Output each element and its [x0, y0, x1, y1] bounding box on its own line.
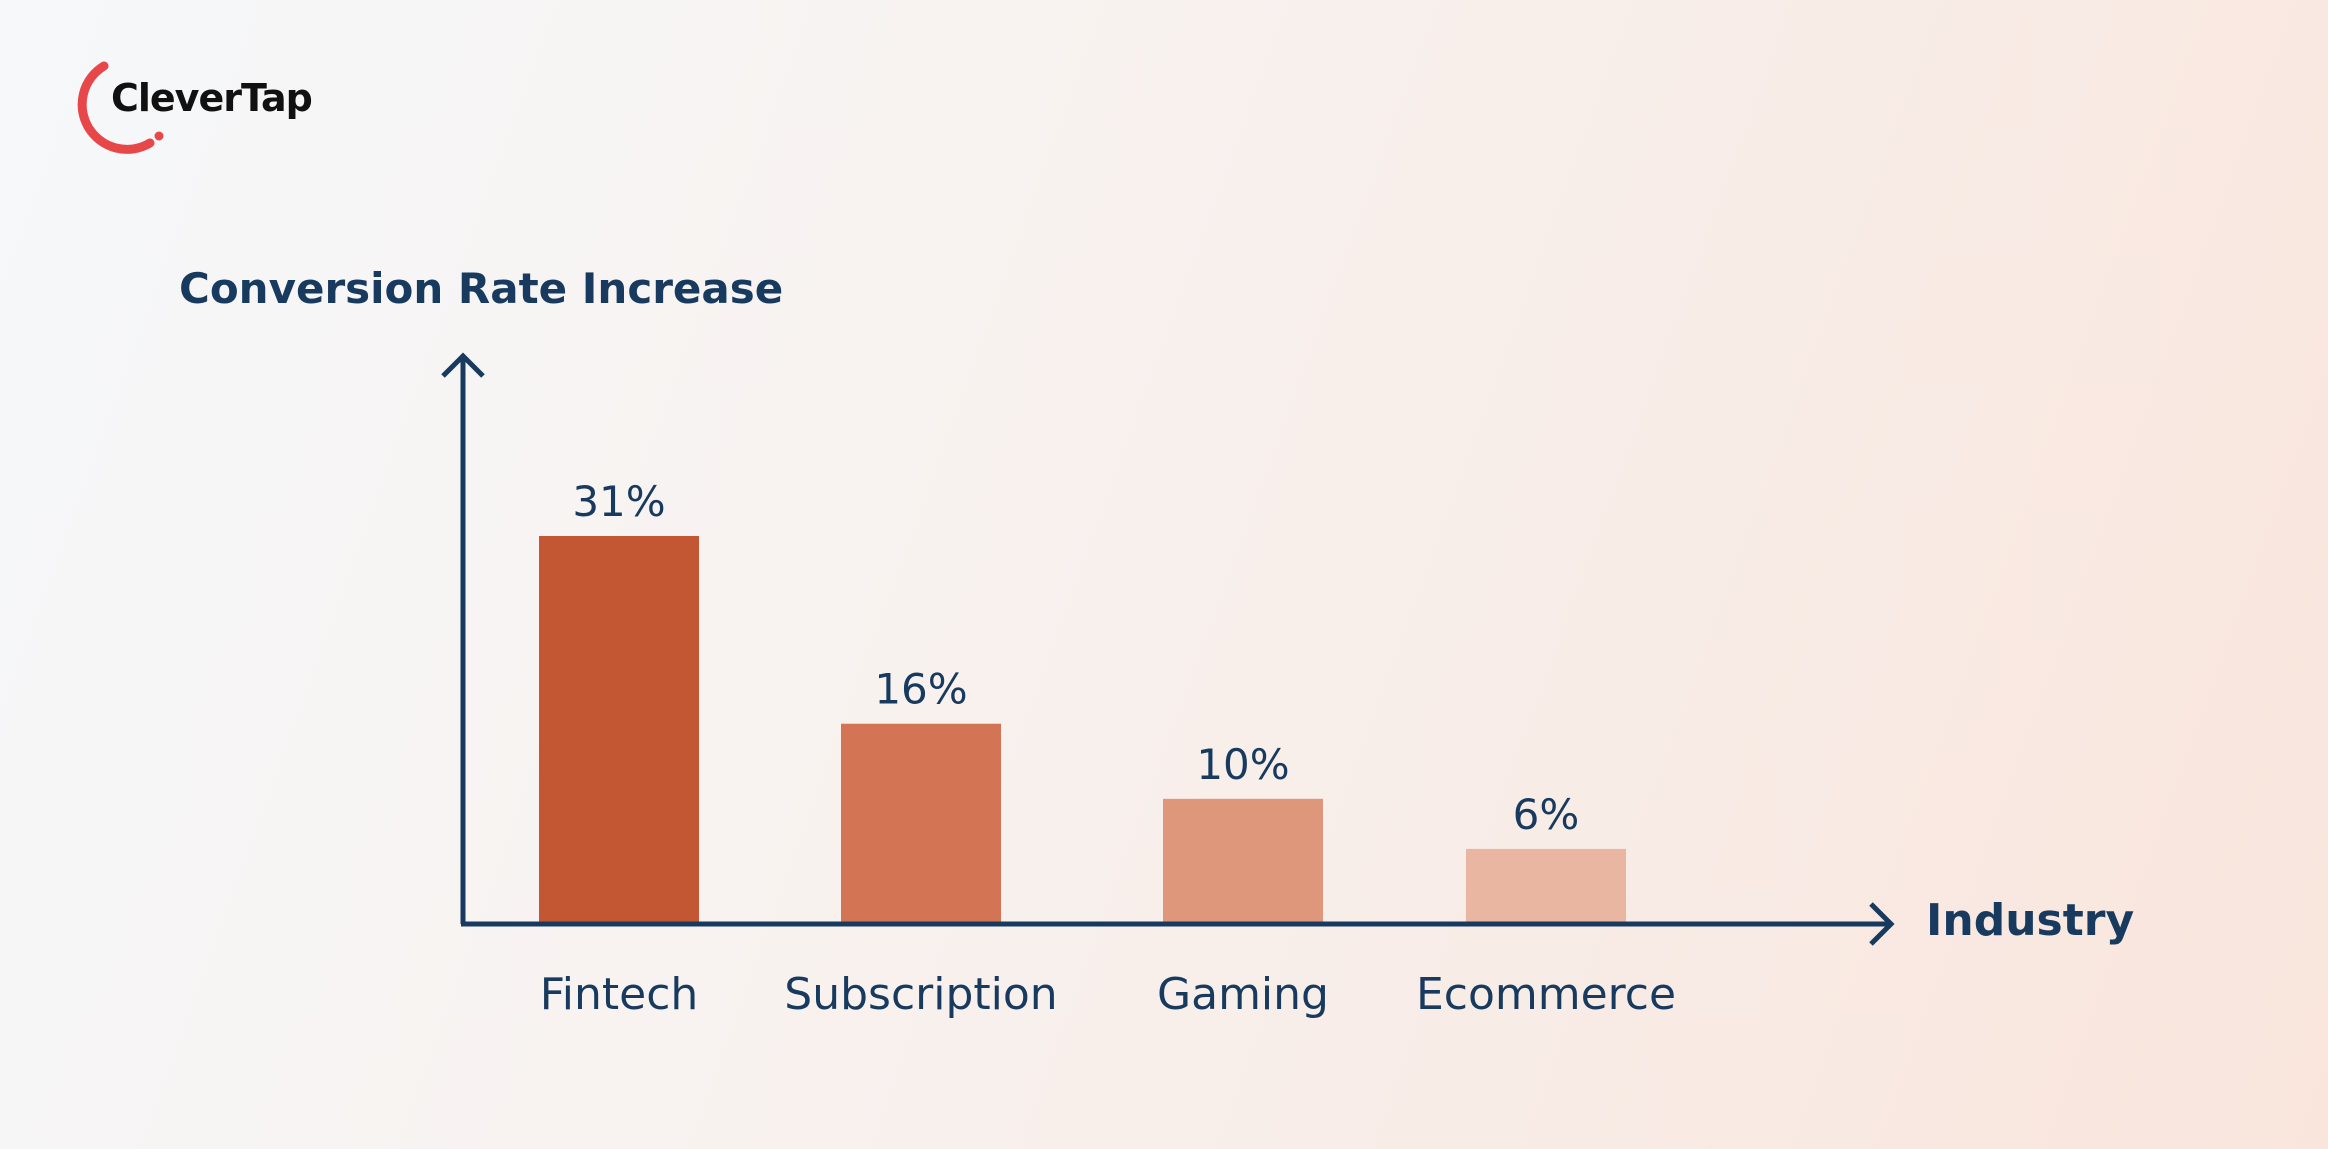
- clevertap-logo-icon: [77, 61, 164, 154]
- bars-group: [539, 536, 1626, 924]
- bar-ecommerce: [1466, 848, 1626, 924]
- logo-arc-icon: [77, 61, 155, 154]
- value-label-ecommerce: 6%: [1513, 790, 1580, 839]
- value-label-fintech: 31%: [572, 477, 665, 526]
- category-label-ecommerce: Ecommerce: [1416, 969, 1676, 1020]
- bar-fintech: [539, 536, 699, 924]
- x-axis: [461, 902, 1895, 946]
- y-axis: [441, 352, 485, 924]
- category-label-subscription: Subscription: [784, 969, 1057, 1020]
- x-axis-arrow-icon: [1869, 902, 1895, 946]
- value-label-subscription: 16%: [874, 665, 967, 714]
- x-axis-label: Industry: [1926, 895, 2134, 946]
- y-axis-label: Conversion Rate Increase: [179, 264, 783, 313]
- logo-dot-icon: [154, 131, 164, 141]
- category-labels-group: Fintech Subscription Gaming Ecommerce: [540, 969, 1676, 1020]
- value-labels-group: 31% 16% 10% 6%: [572, 477, 1579, 839]
- bar-gaming: [1163, 798, 1323, 924]
- category-label-gaming: Gaming: [1157, 969, 1329, 1020]
- category-label-fintech: Fintech: [540, 969, 699, 1020]
- y-axis-arrow-icon: [441, 352, 485, 378]
- brand-name: CleverTap: [111, 76, 313, 120]
- value-label-gaming: 10%: [1196, 740, 1289, 789]
- bar-subscription: [841, 723, 1001, 924]
